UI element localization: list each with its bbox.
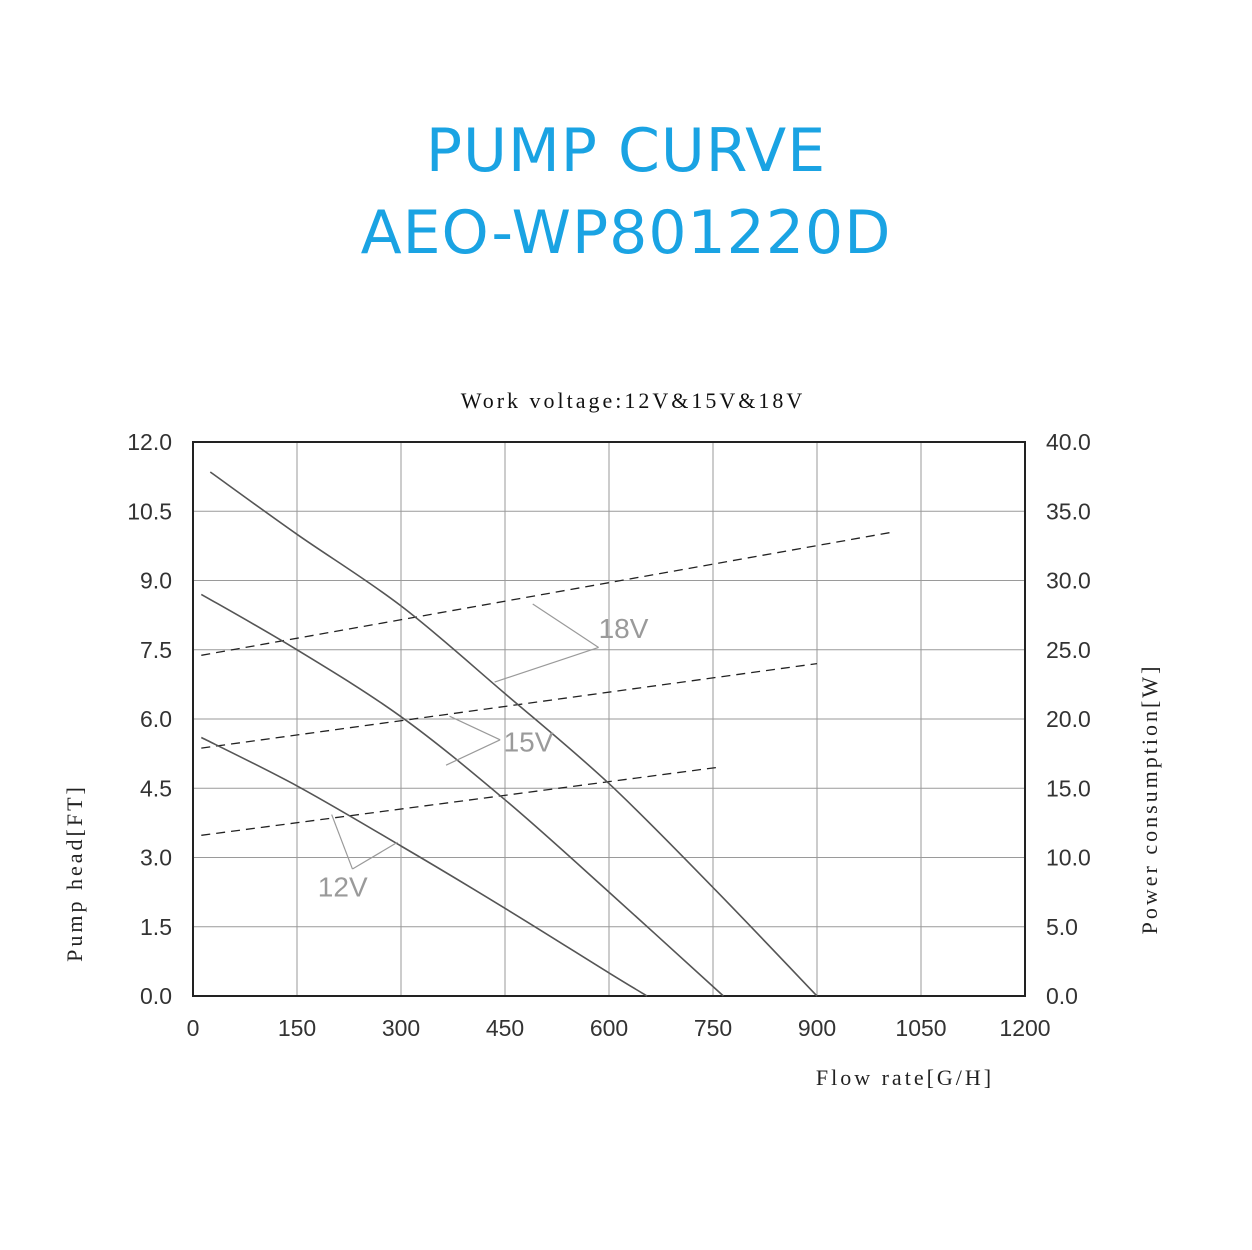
x-tick-label: 0 bbox=[187, 1015, 200, 1041]
annotations: 18V 15V 12V bbox=[318, 603, 649, 903]
y2-tick-label: 10.0 bbox=[1046, 845, 1091, 871]
x-tick-label: 150 bbox=[278, 1015, 316, 1041]
leader-line-18v bbox=[532, 603, 599, 648]
y2-tick-label: 0.0 bbox=[1046, 983, 1078, 1009]
grid bbox=[193, 442, 1025, 996]
leader-line-12v bbox=[352, 841, 398, 870]
chart-title-line2: AEO-WP801220D bbox=[360, 198, 892, 268]
y2-tick-label: 35.0 bbox=[1046, 498, 1091, 524]
y2-tick-label: 25.0 bbox=[1046, 637, 1091, 663]
chart-subtitle: Work voltage:12V&15V&18V bbox=[461, 388, 806, 413]
y-tick-label: 12.0 bbox=[127, 429, 172, 455]
head-curve-15v bbox=[200, 593, 724, 997]
plot-frame bbox=[192, 441, 1026, 997]
x-tick-label: 300 bbox=[382, 1015, 420, 1041]
leader-line-18v bbox=[494, 646, 599, 683]
series-label-15v: 15V bbox=[504, 726, 554, 757]
head-curves bbox=[200, 471, 818, 997]
x-tick-label: 900 bbox=[798, 1015, 836, 1041]
y-tick-label: 0.0 bbox=[140, 983, 172, 1009]
y2-tick-label: 30.0 bbox=[1046, 568, 1091, 594]
leader-line-12v bbox=[331, 814, 354, 870]
y-axis-title: Pump head[FT] bbox=[62, 784, 87, 962]
chart-title-line1: PUMP CURVE bbox=[425, 116, 827, 186]
y2-tick-label: 40.0 bbox=[1046, 429, 1091, 455]
y-tick-label: 9.0 bbox=[140, 568, 172, 594]
tick-labels: 0 150 300 450 600 750 900 1050 1200 0.0 1.5 3.0 4.5 6… bbox=[127, 429, 1091, 1041]
leader-line-15v bbox=[449, 715, 501, 741]
y-tick-label: 6.0 bbox=[140, 706, 172, 732]
y-tick-label: 7.5 bbox=[140, 637, 172, 663]
power-curve-12v bbox=[201, 766, 717, 836]
y2-axis-title: Power consumption[W] bbox=[1137, 664, 1162, 935]
y-tick-label: 10.5 bbox=[127, 498, 172, 524]
y2-tick-label: 5.0 bbox=[1046, 914, 1078, 940]
series-label-12v: 12V bbox=[318, 872, 368, 903]
y-tick-label: 4.5 bbox=[140, 775, 172, 801]
x-tick-label: 450 bbox=[486, 1015, 524, 1041]
head-curve-18v bbox=[209, 471, 818, 997]
series-label-18v: 18V bbox=[599, 613, 649, 644]
power-curve-15v bbox=[201, 662, 818, 749]
y2-tick-label: 20.0 bbox=[1046, 706, 1091, 732]
head-curve-12v bbox=[200, 736, 648, 997]
x-tick-label: 1050 bbox=[895, 1015, 946, 1041]
power-curve-18v bbox=[201, 531, 894, 656]
y-tick-label: 3.0 bbox=[140, 845, 172, 871]
y2-tick-label: 15.0 bbox=[1046, 775, 1091, 801]
x-tick-label: 750 bbox=[694, 1015, 732, 1041]
x-tick-label: 600 bbox=[590, 1015, 628, 1041]
y-tick-label: 1.5 bbox=[140, 914, 172, 940]
x-tick-label: 1200 bbox=[999, 1015, 1050, 1041]
leader-line-15v bbox=[445, 739, 501, 766]
power-curves bbox=[201, 531, 894, 836]
x-axis-title: Flow rate[G/H] bbox=[816, 1065, 994, 1090]
